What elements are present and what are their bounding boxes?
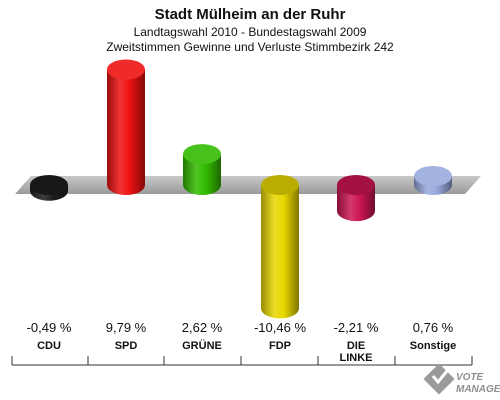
chart-subtitle-1: Landtagswahl 2010 - Bundestagswahl 2009 [134,25,367,39]
value-label: 9,79 % [106,320,147,335]
category-label: Sonstige [410,340,456,352]
svg-text:MANAGER: MANAGER [456,384,500,395]
value-label: -10,46 % [254,320,306,335]
bar-fdp [261,175,299,319]
value-label: -0,49 % [27,320,72,335]
bar-spd [107,59,145,195]
chart-subtitle-2: Zweitstimmen Gewinne und Verluste Stimmb… [106,40,394,54]
bars-group [30,59,452,319]
baseline-platform [15,176,481,194]
category-label: DIE LINKE [340,340,373,364]
bar-die-linke [337,175,375,222]
svg-text:VOTE: VOTE [456,372,484,383]
category-labels-group: CDU SPD GRÜNE FDP DIE LINKE Sonstige [37,339,456,364]
category-label: CDU [37,340,61,352]
value-label: 0,76 % [413,320,454,335]
bar-sonstige [414,166,452,195]
vote-manager-logo: VOTE MANAGER [423,363,500,395]
category-label: GRÜNE [182,339,222,352]
category-label: FDP [269,340,291,352]
chart-title: Stadt Mülheim an der Ruhr [155,6,346,23]
bar-cdu [30,175,68,201]
axis-ticks-group [11,356,473,365]
value-labels-group: -0,49 % 9,79 % 2,62 % -10,46 % -2,21 % 0,76 % [27,320,454,335]
category-label: SPD [115,340,138,352]
value-label: 2,62 % [182,320,223,335]
value-label: -2,21 % [334,320,379,335]
bar-gr-ne [183,144,221,195]
